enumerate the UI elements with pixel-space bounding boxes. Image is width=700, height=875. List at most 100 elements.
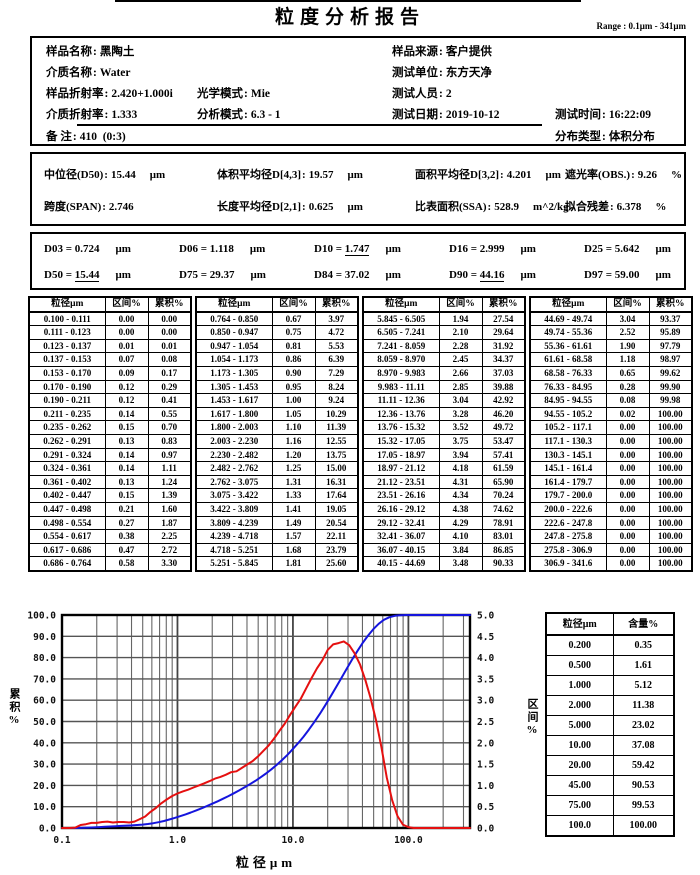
size-range: 40.15 - 44.69 bbox=[362, 556, 440, 572]
interval-percent: 2.10 bbox=[438, 325, 483, 340]
interval-percent: 1.68 bbox=[271, 542, 316, 558]
size-range: 222.6 - 247.8 bbox=[529, 515, 607, 531]
column-header: 区间% bbox=[271, 296, 316, 313]
table-row: 0.850 - 0.947 0.75 4.72 bbox=[195, 325, 359, 340]
d-value-D90: D90 = 44.16 μm bbox=[449, 269, 536, 282]
table-row: 130.3 - 145.1 0.00 100.00 bbox=[529, 447, 693, 463]
size-range: 0.100 - 0.111 bbox=[28, 311, 106, 327]
cumulative-percent: 100.00 bbox=[648, 488, 693, 503]
content-percent: 0.35 bbox=[612, 634, 675, 656]
size-range: 117.1 - 130.3 bbox=[529, 433, 607, 449]
size-range: 306.9 - 341.6 bbox=[529, 556, 607, 572]
cumulative-percent: 90.33 bbox=[481, 556, 526, 572]
interval-percent: 2.52 bbox=[605, 325, 650, 340]
cumulative-percent: 97.79 bbox=[648, 338, 693, 354]
size-range: 1.173 - 1.305 bbox=[195, 365, 273, 381]
size-range: 200.0 - 222.6 bbox=[529, 501, 607, 517]
interval-percent: 1.05 bbox=[271, 406, 316, 422]
size-range: 5.845 - 6.505 bbox=[362, 311, 440, 327]
size-range: 21.12 - 23.51 bbox=[362, 474, 440, 490]
table-row: 7.241 - 8.059 2.28 31.92 bbox=[362, 338, 526, 354]
table-row: 222.6 - 247.8 0.00 100.00 bbox=[529, 515, 693, 531]
cumulative-percent: 100.00 bbox=[648, 420, 693, 435]
interval-percent: 0.95 bbox=[271, 379, 316, 395]
interval-percent: 2.45 bbox=[438, 352, 483, 367]
size-range: 61.61 - 68.58 bbox=[529, 352, 607, 367]
y-tick-right: 4.5 bbox=[477, 632, 494, 643]
table-row: 55.36 - 61.61 1.90 97.79 bbox=[529, 338, 693, 354]
size-range: 55.36 - 61.61 bbox=[529, 338, 607, 354]
top-rule bbox=[115, 0, 581, 2]
range-label: Range : 0.1μm - 341μm bbox=[596, 21, 686, 31]
interval-percent: 1.49 bbox=[271, 515, 316, 531]
field-medium-ri: 介质折射率1.333 bbox=[46, 106, 137, 122]
table-row: 1.173 - 1.305 0.90 7.29 bbox=[195, 365, 359, 381]
cumulative-percent: 39.88 bbox=[481, 379, 526, 395]
size-range: 15.32 - 17.05 bbox=[362, 433, 440, 449]
y-tick-right: 5.0 bbox=[477, 611, 494, 622]
interval-percent: 2.85 bbox=[438, 379, 483, 395]
table-row: 2.762 - 3.075 1.31 16.31 bbox=[195, 474, 359, 490]
field-sample-source: 样品来源客户提供 bbox=[392, 43, 492, 59]
y-tick-right: 4.0 bbox=[477, 653, 494, 664]
size-range: 0.262 - 0.291 bbox=[28, 433, 106, 449]
interval-percent: 1.94 bbox=[438, 311, 483, 327]
interval-percent: 0.00 bbox=[605, 447, 650, 463]
size-value: 0.500 bbox=[545, 655, 614, 676]
table-row: 0.447 - 0.498 0.21 1.60 bbox=[28, 501, 192, 517]
cumulative-percent: 1.24 bbox=[147, 474, 192, 490]
table-row: 26.16 - 29.12 4.38 74.62 bbox=[362, 501, 526, 517]
size-range: 4.718 - 5.251 bbox=[195, 542, 273, 558]
table-row: 1.305 - 1.453 0.95 8.24 bbox=[195, 379, 359, 395]
field-tester: 测试人员2 bbox=[392, 85, 452, 101]
table-row: 18.97 - 21.12 4.18 61.59 bbox=[362, 461, 526, 476]
d-value-D16: D16 = 2.999 μm bbox=[449, 243, 536, 255]
y-tick-right: 1.0 bbox=[477, 781, 494, 792]
table-row: 306.9 - 341.6 0.00 100.00 bbox=[529, 556, 693, 572]
table-row: 0.137 - 0.153 0.07 0.08 bbox=[28, 352, 192, 367]
interval-percent: 0.00 bbox=[605, 420, 650, 435]
interval-percent: 1.41 bbox=[271, 501, 316, 517]
x-tick: 1.0 bbox=[169, 835, 186, 846]
table-row: 8.059 - 8.970 2.45 34.37 bbox=[362, 352, 526, 367]
size-range: 11.11 - 12.36 bbox=[362, 393, 440, 408]
table-row: 0.111 - 0.123 0.00 0.00 bbox=[28, 325, 192, 340]
interval-percent: 0.02 bbox=[605, 406, 650, 422]
interval-percent: 1.33 bbox=[271, 488, 316, 503]
table-row: 75.00 99.53 bbox=[545, 795, 675, 816]
size-range: 0.111 - 0.123 bbox=[28, 325, 106, 340]
table-row: 100.0 100.00 bbox=[545, 815, 675, 837]
table-row: 0.498 - 0.554 0.27 1.87 bbox=[28, 515, 192, 531]
size-range: 0.137 - 0.153 bbox=[28, 352, 106, 367]
cumulative-percent: 8.24 bbox=[314, 379, 359, 395]
chart-ylabel-left: 累积% bbox=[8, 688, 20, 728]
cumulative-percent: 3.30 bbox=[147, 556, 192, 572]
column-header: 区间% bbox=[104, 296, 149, 313]
size-range: 0.686 - 0.764 bbox=[28, 556, 106, 572]
table-row: 15.32 - 17.05 3.75 53.47 bbox=[362, 433, 526, 449]
table-row: 200.0 - 222.6 0.00 100.00 bbox=[529, 501, 693, 517]
cumulative-percent: 7.29 bbox=[314, 365, 359, 381]
size-range: 6.505 - 7.241 bbox=[362, 325, 440, 340]
cumulative-percent: 11.39 bbox=[314, 420, 359, 435]
table-row: 1.800 - 2.003 1.10 11.39 bbox=[195, 420, 359, 435]
data-table: 粒径μm 区间% 累积% 0.100 - 0.111 0.00 0.00 0.111 - 0… bbox=[28, 296, 192, 572]
interval-percent: 1.18 bbox=[605, 352, 650, 367]
table-row: 3.422 - 3.809 1.41 19.05 bbox=[195, 501, 359, 517]
interval-percent: 0.28 bbox=[605, 379, 650, 395]
cumulative-percent: 0.00 bbox=[147, 325, 192, 340]
column-header: 区间% bbox=[605, 296, 650, 313]
interval-percent: 2.28 bbox=[438, 338, 483, 354]
cumulative-percent: 83.01 bbox=[481, 529, 526, 544]
size-range: 7.241 - 8.059 bbox=[362, 338, 440, 354]
stat-span: 跨度(SPAN)2.746 bbox=[44, 198, 134, 214]
size-range: 2.762 - 3.075 bbox=[195, 474, 273, 490]
cumulative-percent: 2.72 bbox=[147, 542, 192, 558]
table-row: 0.211 - 0.235 0.14 0.55 bbox=[28, 406, 192, 422]
y-tick-left: 80.0 bbox=[33, 653, 56, 664]
content-percent: 100.00 bbox=[612, 815, 675, 837]
column-header: 粒径μm bbox=[529, 296, 607, 313]
size-range: 0.498 - 0.554 bbox=[28, 515, 106, 531]
size-range: 0.554 - 0.617 bbox=[28, 529, 106, 544]
